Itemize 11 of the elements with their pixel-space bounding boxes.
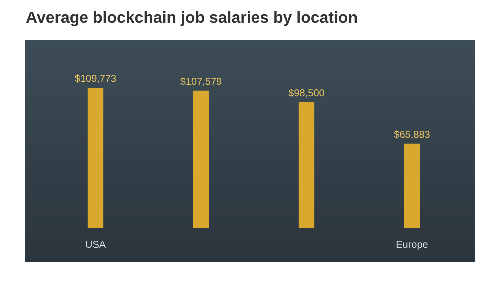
chart-title: Average blockchain job salaries by location xyxy=(26,10,358,28)
data-label: $98,500 xyxy=(288,88,326,100)
bar xyxy=(404,144,420,228)
bar xyxy=(88,88,104,228)
bar xyxy=(193,90,210,228)
data-label: $109,773 xyxy=(74,74,118,86)
x-tick-label: Europe xyxy=(396,240,429,251)
data-label: $65,883 xyxy=(394,130,431,141)
x-tick-label: USA xyxy=(85,240,106,251)
data-label: $107,579 xyxy=(180,76,223,88)
bar xyxy=(298,102,315,228)
